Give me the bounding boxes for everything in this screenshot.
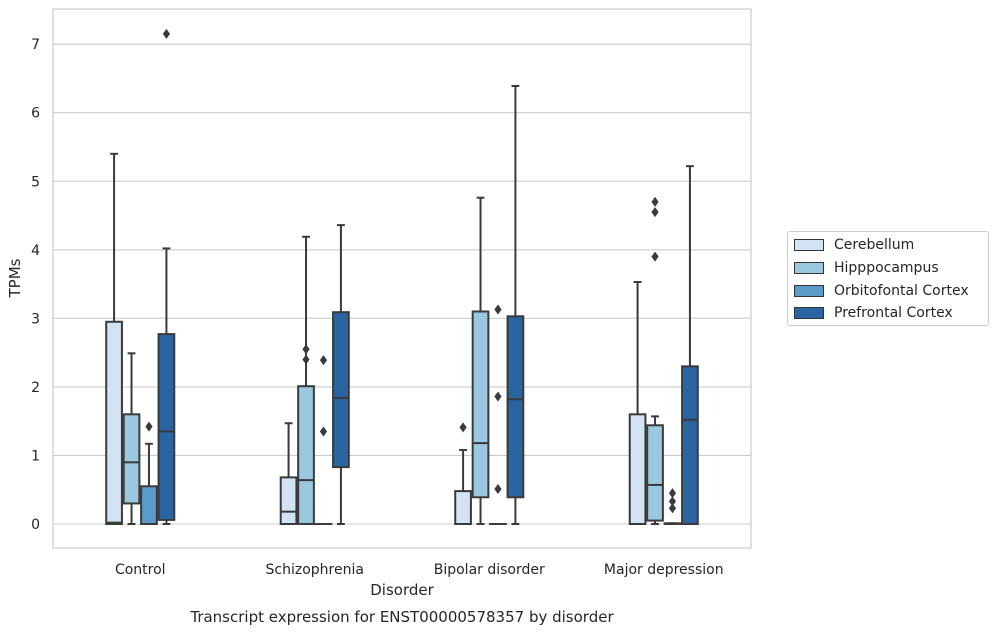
outlier-point <box>651 251 659 262</box>
legend-swatch <box>794 239 824 251</box>
legend-label: Prefrontal Cortex <box>834 305 953 321</box>
legend-label: Hipppocampus <box>834 260 939 276</box>
y-tick-label: 3 <box>31 311 40 327</box>
box-iqr <box>646 424 664 522</box>
box-orbitofontal-cortex <box>140 421 158 525</box>
box-iqr <box>628 413 647 526</box>
legend-swatch <box>794 262 824 274</box>
box-iqr <box>279 476 298 525</box>
outlier-point <box>494 304 502 315</box>
y-tick-label: 0 <box>31 517 40 533</box>
y-tick-label: 7 <box>31 37 40 53</box>
box-orbitofontal-cortex <box>489 304 507 526</box>
outlier-point <box>651 207 659 218</box>
outlier-point <box>319 426 328 437</box>
box-prefrontal-cortex <box>332 224 350 525</box>
legend-swatch <box>794 285 824 297</box>
outlier-point <box>145 421 153 432</box>
legend-item-hippocampus: Hipppocampus <box>794 258 939 278</box>
box-iqr <box>122 413 141 505</box>
box-cerebellum <box>105 152 123 525</box>
outlier-point <box>319 355 328 366</box>
plot-frame <box>52 8 752 549</box>
y-tick-label: 6 <box>31 106 40 122</box>
box-prefrontal-cortex <box>681 165 699 525</box>
legend-swatch <box>794 307 824 319</box>
y-tick-label: 1 <box>31 448 40 464</box>
box-cerebellum <box>454 422 472 526</box>
box-iqr <box>105 320 123 525</box>
x-tick-label: Major depression <box>604 562 724 578</box>
box-iqr <box>332 311 350 469</box>
outlier-point <box>494 391 502 402</box>
box-hipppocampus <box>122 352 141 525</box>
box-orbitofontal-cortex <box>314 355 333 526</box>
box-iqr <box>681 365 699 525</box>
y-axis-label: TPMs <box>6 258 24 298</box>
box-cerebellum <box>279 422 298 525</box>
box-iqr <box>297 385 315 526</box>
chart-title: Transcript expression for ENST0000057835… <box>189 608 614 626</box>
box-iqr <box>140 485 158 525</box>
legend-item-cerebellum: Cerebellum <box>794 235 914 255</box>
box-iqr <box>471 310 490 499</box>
y-tick-label: 2 <box>31 380 40 396</box>
outlier-point <box>651 196 659 207</box>
outlier-point <box>162 28 171 39</box>
x-tick-label: Schizophrenia <box>266 562 364 578</box>
x-axis-ticks: Control Schizophrenia Bipolar disorder Majo… <box>115 562 724 578</box>
box-orbitofontal-cortex <box>663 488 682 526</box>
box-iqr <box>157 333 176 521</box>
y-axis-ticks: 0 1 2 3 4 5 6 7 <box>31 37 40 533</box>
box-prefrontal-cortex <box>157 28 176 525</box>
box-cerebellum <box>628 281 647 526</box>
outlier-point <box>459 422 467 433</box>
legend-label: Orbitofontal Cortex <box>834 283 969 299</box>
outlier-point <box>668 496 677 507</box>
outlier-point <box>494 484 502 495</box>
box-prefrontal-cortex <box>506 84 525 525</box>
outlier-point <box>302 354 310 365</box>
legend-label: Cerebellum <box>834 237 915 253</box>
x-axis-label: Disorder <box>370 581 434 599</box>
legend-item-orbitofrontal: Orbitofontal Cortex <box>794 281 969 301</box>
box-elements <box>105 28 699 526</box>
y-tick-label: 4 <box>31 243 40 259</box>
x-tick-label: Bipolar disorder <box>434 562 545 578</box>
box-hipppocampus <box>646 196 664 525</box>
legend: Cerebellum Hipppocampus Orbitofontal Cor… <box>787 231 989 326</box>
outlier-point <box>668 503 677 514</box>
box-iqr <box>454 490 472 526</box>
outlier-point <box>302 344 310 355</box>
x-tick-label: Control <box>115 562 166 578</box>
y-tick-label: 5 <box>31 174 40 190</box>
box-hipppocampus <box>297 235 315 526</box>
box-iqr <box>506 315 525 499</box>
outlier-point <box>668 488 677 499</box>
legend-item-prefrontal: Prefrontal Cortex <box>794 303 953 323</box>
box-hipppocampus <box>471 196 490 525</box>
